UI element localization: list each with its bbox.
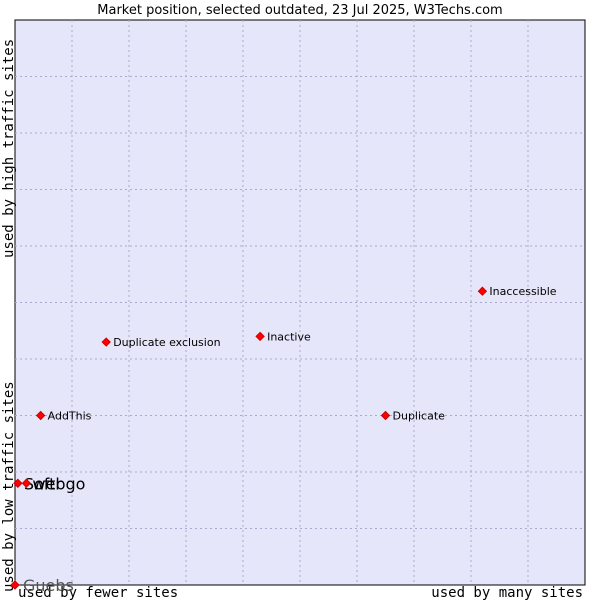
point-label: Guebs	[23, 576, 74, 595]
point-marker	[13, 478, 23, 489]
data-points: Inaccessible Inactive Duplicate exclusion D…	[10, 285, 557, 595]
point-label: Inaccessible	[489, 285, 556, 298]
point-inaccessible: Inaccessible	[477, 285, 557, 298]
x-axis-label-fewer: used by fewer sites	[18, 585, 178, 600]
point-label: Softr	[24, 474, 63, 493]
point-label: webgo	[32, 474, 85, 493]
point-inactive: Inactive	[255, 330, 311, 343]
point-addthis: AddThis	[35, 410, 92, 423]
point-marker	[10, 580, 20, 590]
point-label: Duplicate exclusion	[113, 336, 220, 349]
point-marker	[477, 286, 488, 296]
y-axis-label-low: used by low traffic sites	[1, 381, 17, 592]
point-guebs: Guebs	[10, 576, 74, 595]
chart-title: Market position, selected outdated, 23 J…	[97, 3, 502, 18]
point-label: Duplicate	[393, 410, 446, 423]
point-duplicate-exclusion: Duplicate exclusion	[101, 336, 221, 349]
point-webgo: webgo	[21, 474, 85, 493]
point-marker	[255, 331, 265, 342]
y-axis-label-high: used by high traffic sites	[1, 39, 17, 258]
point-marker	[21, 478, 32, 489]
grid-lines	[15, 20, 585, 585]
x-axis-label-many: used by many sites	[431, 585, 583, 600]
point-marker	[101, 337, 111, 347]
point-label: AddThis	[48, 410, 92, 423]
point-marker	[380, 410, 391, 421]
point-label: Inactive	[267, 330, 311, 343]
point-duplicate: Duplicate	[380, 410, 446, 423]
point-marker	[35, 410, 46, 421]
point-softr: Softr	[13, 474, 63, 493]
